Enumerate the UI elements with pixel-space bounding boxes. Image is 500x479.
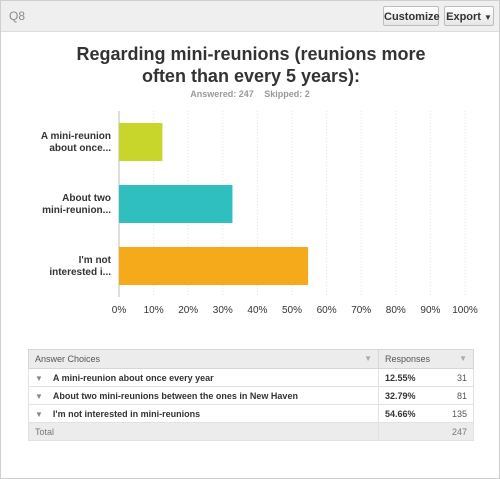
export-button-label: Export xyxy=(446,11,481,23)
expand-icon[interactable]: ▼ xyxy=(35,391,43,401)
category-label: A mini-reunion xyxy=(41,131,111,142)
x-tick-label: 30% xyxy=(213,305,233,316)
answer-choice-cell: ▼ About two mini-reunions between the one… xyxy=(28,386,379,405)
category-label: interested i... xyxy=(49,267,111,278)
table-row: ▼ About two mini-reunions between the one… xyxy=(28,386,474,405)
sort-icon: ▼ xyxy=(364,354,372,363)
total-row: Total 247 xyxy=(28,422,474,441)
total-label: Total xyxy=(28,422,379,441)
customize-button[interactable]: Customize xyxy=(383,6,440,26)
bar xyxy=(119,123,163,161)
export-button[interactable]: Export ▼ xyxy=(444,6,494,26)
total-count: 247 xyxy=(431,422,474,441)
answer-choice-cell: ▼ I'm not interested in mini-reunions xyxy=(28,404,379,423)
answer-choice-cell: ▼ A mini-reunion about once every year xyxy=(28,368,379,387)
skipped-count: Skipped: 2 xyxy=(264,89,310,99)
x-tick-label: 60% xyxy=(317,305,337,316)
x-tick-label: 10% xyxy=(144,305,164,316)
responses-header-label: Responses xyxy=(385,354,431,364)
category-label: mini-reunion... xyxy=(42,205,111,216)
panel-header: Q8 Customize Export ▼ xyxy=(1,1,499,32)
answered-count: Answered: 247 xyxy=(190,89,254,99)
percent-cell: 32.79% xyxy=(378,386,431,405)
count-cell: 135 xyxy=(431,404,474,423)
category-label: about once... xyxy=(49,143,111,154)
x-tick-label: 50% xyxy=(282,305,302,316)
response-stats: Answered: 247 Skipped: 2 xyxy=(1,89,499,99)
responses-header[interactable]: Responses ▼ xyxy=(378,349,474,369)
answer-choice-label: I'm not interested in mini-reunions xyxy=(52,408,201,419)
x-tick-label: 0% xyxy=(112,305,127,316)
table-header-row: Answer Choices ▼ Responses ▼ xyxy=(28,349,474,369)
bar xyxy=(119,247,309,285)
percent-cell: 54.66% xyxy=(378,404,431,423)
responses-table: Answer Choices ▼ Responses ▼ ▼ A mini-reu… xyxy=(28,349,474,441)
table-row: ▼ I'm not interested in mini-reunions 54.… xyxy=(28,404,474,423)
x-tick-label: 70% xyxy=(351,305,371,316)
bar xyxy=(119,185,233,223)
x-tick-label: 90% xyxy=(420,305,440,316)
x-tick-label: 40% xyxy=(247,305,267,316)
table-row: ▼ A mini-reunion about once every year 12… xyxy=(28,368,474,387)
answer-choices-header[interactable]: Answer Choices ▼ xyxy=(28,349,379,369)
answer-choice-label: About two mini-reunions between the ones… xyxy=(52,390,298,401)
percent-cell: 12.55% xyxy=(378,368,431,387)
caret-down-icon: ▼ xyxy=(483,13,492,22)
expand-icon[interactable]: ▼ xyxy=(35,373,43,383)
x-tick-label: 100% xyxy=(452,305,478,316)
x-tick-label: 20% xyxy=(178,305,198,316)
expand-icon[interactable]: ▼ xyxy=(35,409,43,419)
answer-choice-label: A mini-reunion about once every year xyxy=(52,372,214,383)
question-title: Regarding mini-reunions (reunions more o… xyxy=(76,44,426,86)
question-number: Q8 xyxy=(9,9,26,23)
total-spacer xyxy=(378,422,431,441)
sort-icon: ▼ xyxy=(459,354,467,363)
category-label: About two xyxy=(62,193,111,204)
count-cell: 31 xyxy=(431,368,474,387)
category-label: I'm not xyxy=(79,255,112,266)
answer-choices-header-label: Answer Choices xyxy=(35,354,101,364)
x-tick-label: 80% xyxy=(386,305,406,316)
count-cell: 81 xyxy=(431,386,474,405)
